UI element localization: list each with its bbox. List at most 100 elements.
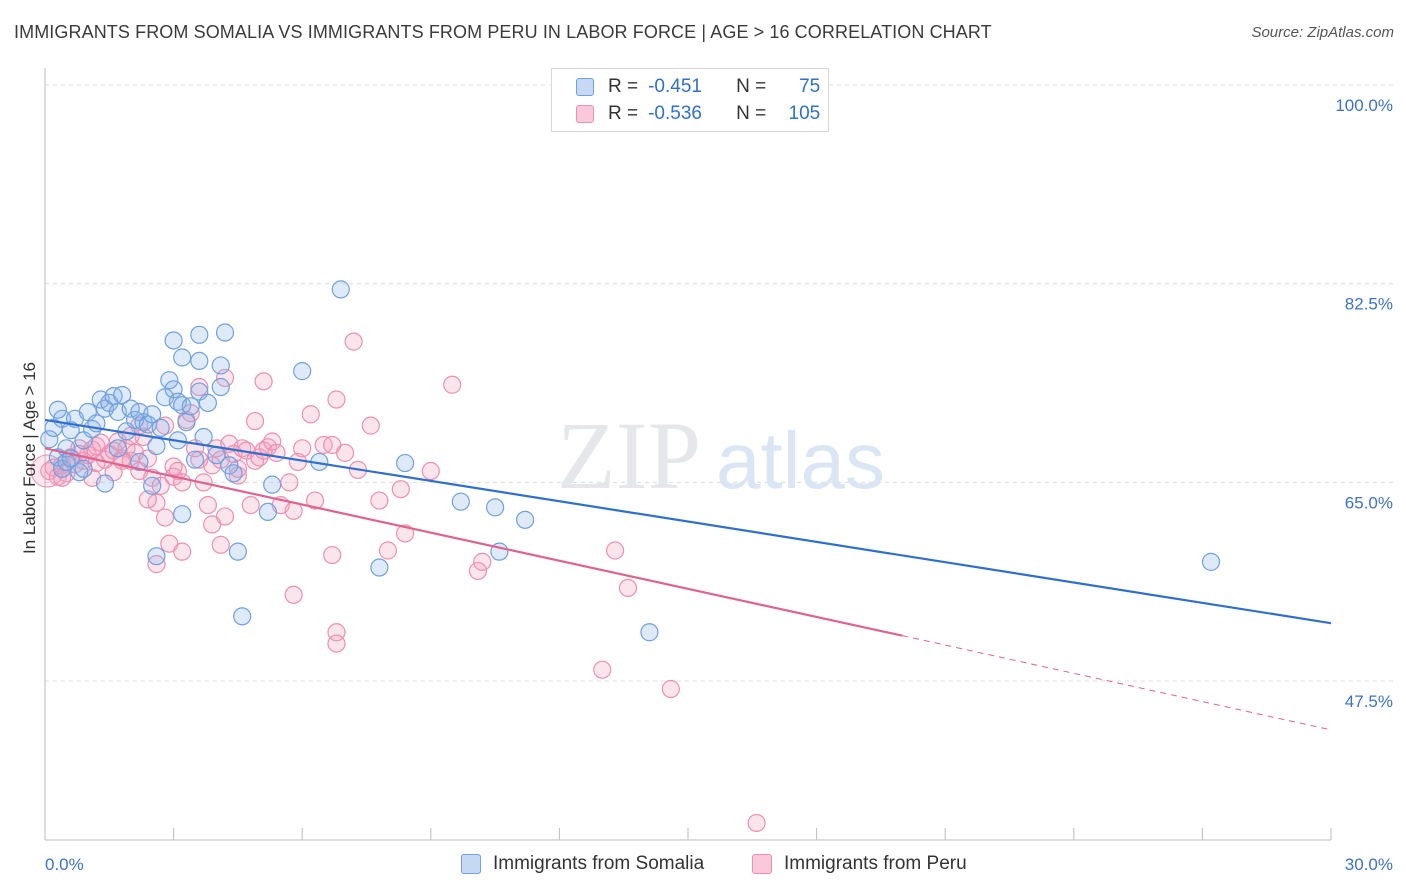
peru-point: [593, 660, 612, 679]
peru-point: [155, 508, 175, 527]
peru-point: [344, 332, 363, 351]
somalia-point: [147, 436, 166, 456]
peru-point: [606, 541, 625, 560]
somalia-point: [198, 393, 217, 413]
peru-point: [173, 542, 192, 561]
somalia-point: [61, 421, 80, 440]
somalia-point: [173, 348, 192, 367]
peru-point: [305, 491, 325, 510]
somalia-point: [173, 505, 192, 524]
legend-r-value: -0.451: [648, 76, 702, 97]
somalia-point: [164, 331, 183, 350]
peru-point: [618, 578, 638, 598]
source-label: Source: ZipAtlas.com: [1251, 24, 1394, 41]
y-tick-label: 65.0%: [1345, 493, 1393, 512]
watermark: ZIP atlas: [557, 402, 885, 509]
somalia-swatch: [576, 78, 594, 96]
somalia-points: [40, 280, 1221, 642]
y-tick-labels: 47.5% 65.0% 82.5% 100.0%: [1335, 96, 1393, 711]
somalia-point: [130, 452, 149, 472]
peru-point: [391, 480, 410, 499]
peru-point: [267, 443, 286, 462]
peru-point: [254, 372, 273, 391]
peru-point: [661, 679, 680, 699]
watermark-atlas: atlas: [716, 416, 885, 505]
somalia-point: [486, 498, 505, 517]
somalia-point: [143, 405, 162, 424]
y-axis-label: In Labor Force | Age > 16: [20, 362, 39, 554]
peru-point: [378, 541, 398, 560]
legend-n-label: N =: [736, 76, 767, 97]
somalia-point: [228, 542, 247, 561]
x-tick-label: 30.0%: [1345, 855, 1393, 874]
peru-point: [327, 390, 346, 409]
somalia-point: [516, 510, 535, 529]
gridlines: [45, 84, 1394, 682]
somalia-point: [224, 464, 243, 483]
somalia-point: [40, 430, 59, 449]
somalia-point: [233, 607, 252, 626]
peru-point: [280, 473, 299, 492]
peru-point: [190, 377, 209, 397]
peru-point: [164, 457, 183, 476]
somalia-point: [211, 356, 230, 375]
legend-row-peru: R = -0.536 N = 105: [576, 101, 820, 127]
somalia-point: [370, 558, 389, 577]
peru-point: [468, 561, 488, 581]
somalia-point: [48, 400, 67, 419]
somalia-point: [451, 492, 470, 511]
somalia-point: [263, 475, 282, 494]
trendlines: [44, 418, 1332, 731]
peru-point: [421, 461, 440, 481]
somalia-point: [215, 323, 235, 342]
somalia-point: [151, 418, 170, 437]
peru-point: [370, 491, 389, 510]
peru-point: [747, 813, 766, 833]
bottom-legend-label: Immigrants from Peru: [784, 853, 967, 874]
somalia-point: [190, 325, 209, 344]
peru-point: [263, 432, 282, 451]
peru-swatch: [576, 105, 594, 123]
legend-n-value: 75: [799, 76, 821, 97]
peru-point: [241, 495, 260, 515]
somalia-point: [207, 446, 226, 465]
peru-swatch: [752, 854, 772, 874]
legend: R = -0.451 N = 75 R = -0.536 N = 105: [551, 68, 829, 132]
peru-point: [361, 416, 380, 435]
somalia-point: [177, 413, 196, 432]
somalia-point: [293, 362, 312, 381]
somalia-trendline: [44, 418, 1332, 625]
y-tick-label: 100.0%: [1335, 96, 1393, 115]
y-tick-label: 47.5%: [1345, 692, 1393, 711]
peru-point: [284, 585, 303, 604]
somalia-point: [258, 502, 278, 521]
somalia-swatch: [461, 854, 481, 874]
legend-row-somalia: R = -0.451 N = 75: [576, 74, 820, 100]
legend-r-label: R =: [608, 103, 639, 124]
somalia-point: [143, 476, 162, 495]
somalia-point: [190, 351, 209, 371]
bottom-legend-peru: Immigrants from Peru: [752, 851, 967, 877]
axes: [44, 68, 1332, 841]
bottom-legend-label: Immigrants from Somalia: [493, 853, 705, 874]
legend-r-value: -0.536: [648, 103, 702, 124]
somalia-point: [74, 459, 93, 478]
peru-point: [327, 634, 346, 653]
peru-point: [293, 439, 312, 458]
legend-n-label: N =: [736, 103, 767, 124]
somalia-point: [640, 623, 659, 642]
peru-point: [323, 545, 342, 565]
peru-point: [245, 411, 265, 431]
y-tick-label: 82.5%: [1345, 295, 1393, 314]
peru-point: [301, 405, 320, 424]
peru-point: [443, 375, 462, 394]
somalia-point: [147, 547, 166, 566]
legend-n-value: 105: [788, 103, 821, 124]
somalia-point: [395, 453, 415, 473]
peru-point: [138, 490, 157, 509]
somalia-point: [194, 427, 213, 447]
somalia-point: [95, 474, 115, 493]
peru-point: [335, 443, 355, 462]
bottom-legend-somalia: Immigrants from Somalia: [461, 851, 704, 877]
